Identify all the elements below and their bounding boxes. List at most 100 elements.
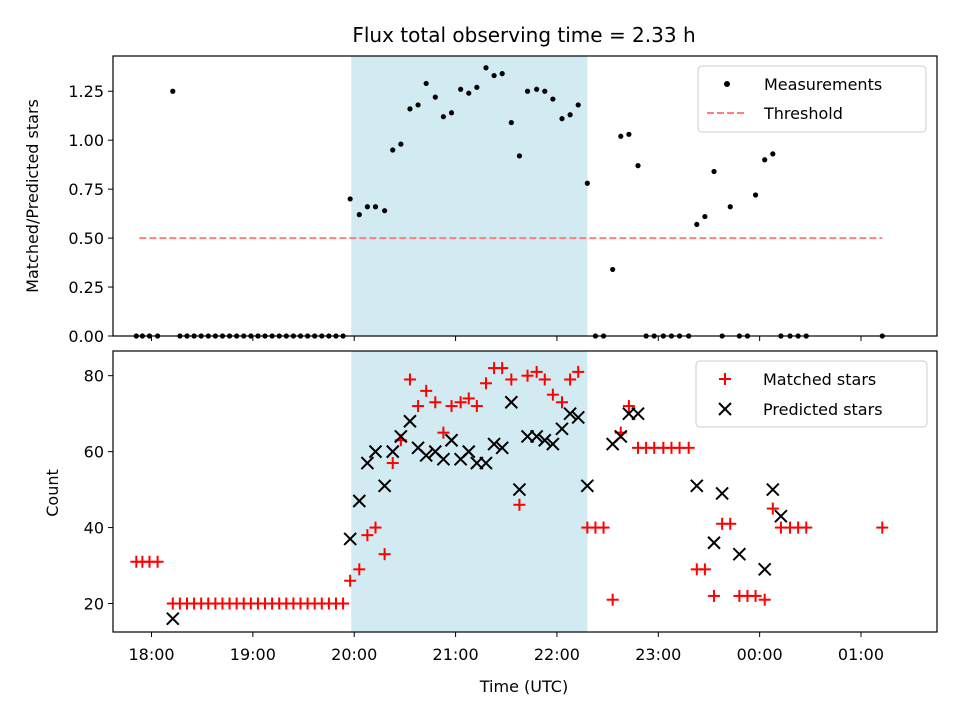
- predicted-star-point: [529, 429, 544, 444]
- measurement-point: [491, 72, 497, 79]
- bottom-legend-box: [695, 360, 928, 428]
- predicted-star-point: [766, 482, 780, 497]
- y-tick-label: 0.25: [68, 278, 104, 297]
- matched-star-point: [800, 521, 813, 534]
- measurement-point: [440, 114, 447, 120]
- matched-star-point: [353, 563, 366, 576]
- x-tick-label: 20:00: [331, 645, 377, 664]
- measurement-point: [423, 80, 429, 87]
- measurement-point: [550, 96, 556, 102]
- matched-star-point: [386, 457, 399, 470]
- top-x-ticks: [151, 336, 862, 341]
- matched-star-point: [555, 396, 568, 409]
- predicted-star-point: [571, 410, 585, 425]
- measurement-point: [559, 116, 565, 122]
- top-legend: Measurements Threshold: [697, 65, 927, 133]
- matched-star-point: [412, 400, 425, 413]
- matched-star-point: [538, 373, 551, 386]
- bottom-legend: Matched stars Predicted stars: [695, 360, 928, 428]
- predicted-star-points: [166, 395, 788, 626]
- legend-matched-marker: [719, 373, 731, 385]
- y-tick-label: 40: [84, 519, 104, 538]
- matched-star-point: [454, 396, 467, 409]
- matched-star-point: [876, 521, 889, 534]
- measurement-point: [524, 88, 531, 94]
- measurement-point: [432, 94, 438, 100]
- measurement-point: [762, 157, 768, 163]
- top-observing-window: [351, 56, 588, 336]
- matched-star-point: [572, 365, 585, 378]
- measurement-point: [567, 112, 573, 118]
- measurement-point: [499, 71, 505, 77]
- predicted-star-point: [444, 433, 459, 447]
- matched-star-point: [749, 589, 762, 602]
- measurement-point: [618, 133, 624, 139]
- measurement-point: [483, 65, 489, 71]
- predicted-star-point: [403, 414, 417, 428]
- matched-star-point: [564, 373, 577, 386]
- x-tick-label: 19:00: [230, 645, 276, 664]
- measurement-point: [694, 221, 700, 227]
- predicted-star-point: [512, 482, 527, 497]
- measurement-point: [575, 102, 581, 108]
- predicted-star-point: [504, 395, 519, 409]
- matched-star-point: [437, 426, 450, 439]
- predicted-star-point: [394, 429, 408, 444]
- y-tick-label: 0.50: [68, 229, 104, 248]
- legend-matched-label: Matched stars: [763, 370, 876, 389]
- x-tick-label: 21:00: [433, 645, 479, 664]
- measurement-point: [398, 141, 404, 147]
- measurement-point: [390, 147, 396, 153]
- x-tick-label: 18:00: [128, 645, 174, 664]
- predicted-star-point: [715, 486, 729, 501]
- top-axes-frame: [112, 55, 938, 337]
- matched-star-point: [724, 517, 737, 530]
- matched-star-point: [420, 384, 433, 397]
- matched-star-point: [344, 574, 357, 587]
- predicted-star-point: [690, 479, 704, 493]
- measurement-point: [407, 106, 413, 112]
- matched-star-points: [130, 362, 889, 610]
- predicted-star-point: [495, 441, 509, 455]
- x-axis-label: Time (UTC): [479, 677, 568, 696]
- predicted-star-point: [479, 456, 493, 470]
- predicted-star-point: [631, 406, 645, 421]
- matched-star-point: [505, 373, 518, 386]
- predicted-star-point: [436, 452, 451, 466]
- matched-star-point: [496, 362, 509, 375]
- predicted-star-point: [546, 437, 560, 451]
- measurement-point: [626, 131, 632, 137]
- measurement-point: [610, 266, 616, 273]
- legend-measurements-marker: [724, 81, 730, 87]
- predicted-star-point: [563, 406, 577, 421]
- matched-star-point: [479, 377, 492, 390]
- measurement-point: [356, 212, 362, 218]
- predicted-star-point: [166, 612, 180, 626]
- measurement-point: [508, 119, 514, 126]
- matched-star-point: [462, 392, 475, 405]
- predicted-star-point: [580, 479, 595, 493]
- predicted-star-point: [386, 444, 400, 459]
- predicted-star-point: [538, 433, 552, 447]
- measurement-point: [770, 151, 776, 157]
- top-y-ticks: 0.00 0.25 0.50 0.75 1.00 1.25: [68, 82, 113, 346]
- predicted-star-point: [707, 536, 721, 550]
- matched-star-point: [369, 521, 382, 534]
- legend-measurements-label: Measurements: [764, 75, 882, 94]
- matched-star-point: [622, 400, 635, 413]
- predicted-star-point: [352, 494, 366, 508]
- measurement-point: [347, 196, 353, 202]
- matched-star-point: [530, 365, 543, 378]
- measurement-point: [702, 213, 708, 220]
- measurement-point: [542, 88, 548, 94]
- top-panel: 0.00 0.25 0.50 0.75 1.00 1.25 Matched/Predict…: [23, 55, 938, 346]
- predicted-star-point: [377, 479, 392, 493]
- matched-star-point: [521, 369, 534, 382]
- measurement-point: [752, 192, 759, 198]
- measurement-point: [364, 204, 370, 210]
- matched-star-point: [597, 521, 610, 534]
- matched-star-point: [513, 498, 526, 511]
- matched-star-point: [403, 373, 416, 386]
- legend-predicted-marker: [718, 402, 732, 416]
